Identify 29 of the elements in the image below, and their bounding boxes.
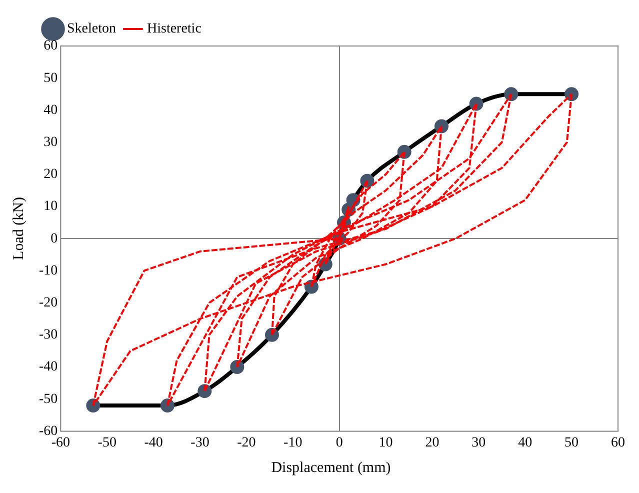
y-tick-label: 20 [44,167,58,182]
x-tick-label: 40 [518,435,532,450]
x-axis-title: Displacement (mm) [270,460,392,477]
x-tick-label: 20 [425,435,440,450]
y-tick-label: 40 [44,102,58,118]
y-tick-label: -20 [38,295,58,310]
x-tick-label: -40 [144,435,163,450]
y-tick-label: 10 [44,199,58,214]
x-tick-label: 50 [564,435,579,450]
y-tick-label: -40 [38,360,58,375]
x-tick-label: -10 [284,435,302,450]
x-tick-label: 10 [378,435,393,450]
y-tick-label: -10 [38,263,58,278]
x-tick-label: -20 [237,435,256,450]
x-tick-label: 30 [472,435,486,450]
y-tick-label: 60 [44,38,58,54]
y-tick-label: -60 [38,424,58,439]
x-tick-label: -50 [98,435,116,450]
x-tick-label: 60 [611,435,625,450]
y-tick-label: -50 [38,392,58,407]
y-tick-label: 0 [50,231,58,246]
legend-label: Skeleton [67,22,116,37]
y-tick-label: -30 [38,328,58,343]
y-tick-label: 30 [44,134,58,150]
x-tick-label: 0 [336,435,343,450]
y-axis-title: Load (kN) [10,196,28,260]
legend-label: Histeretic [146,22,202,37]
x-tick-label: -30 [190,435,210,450]
y-tick-label: 50 [44,70,58,86]
